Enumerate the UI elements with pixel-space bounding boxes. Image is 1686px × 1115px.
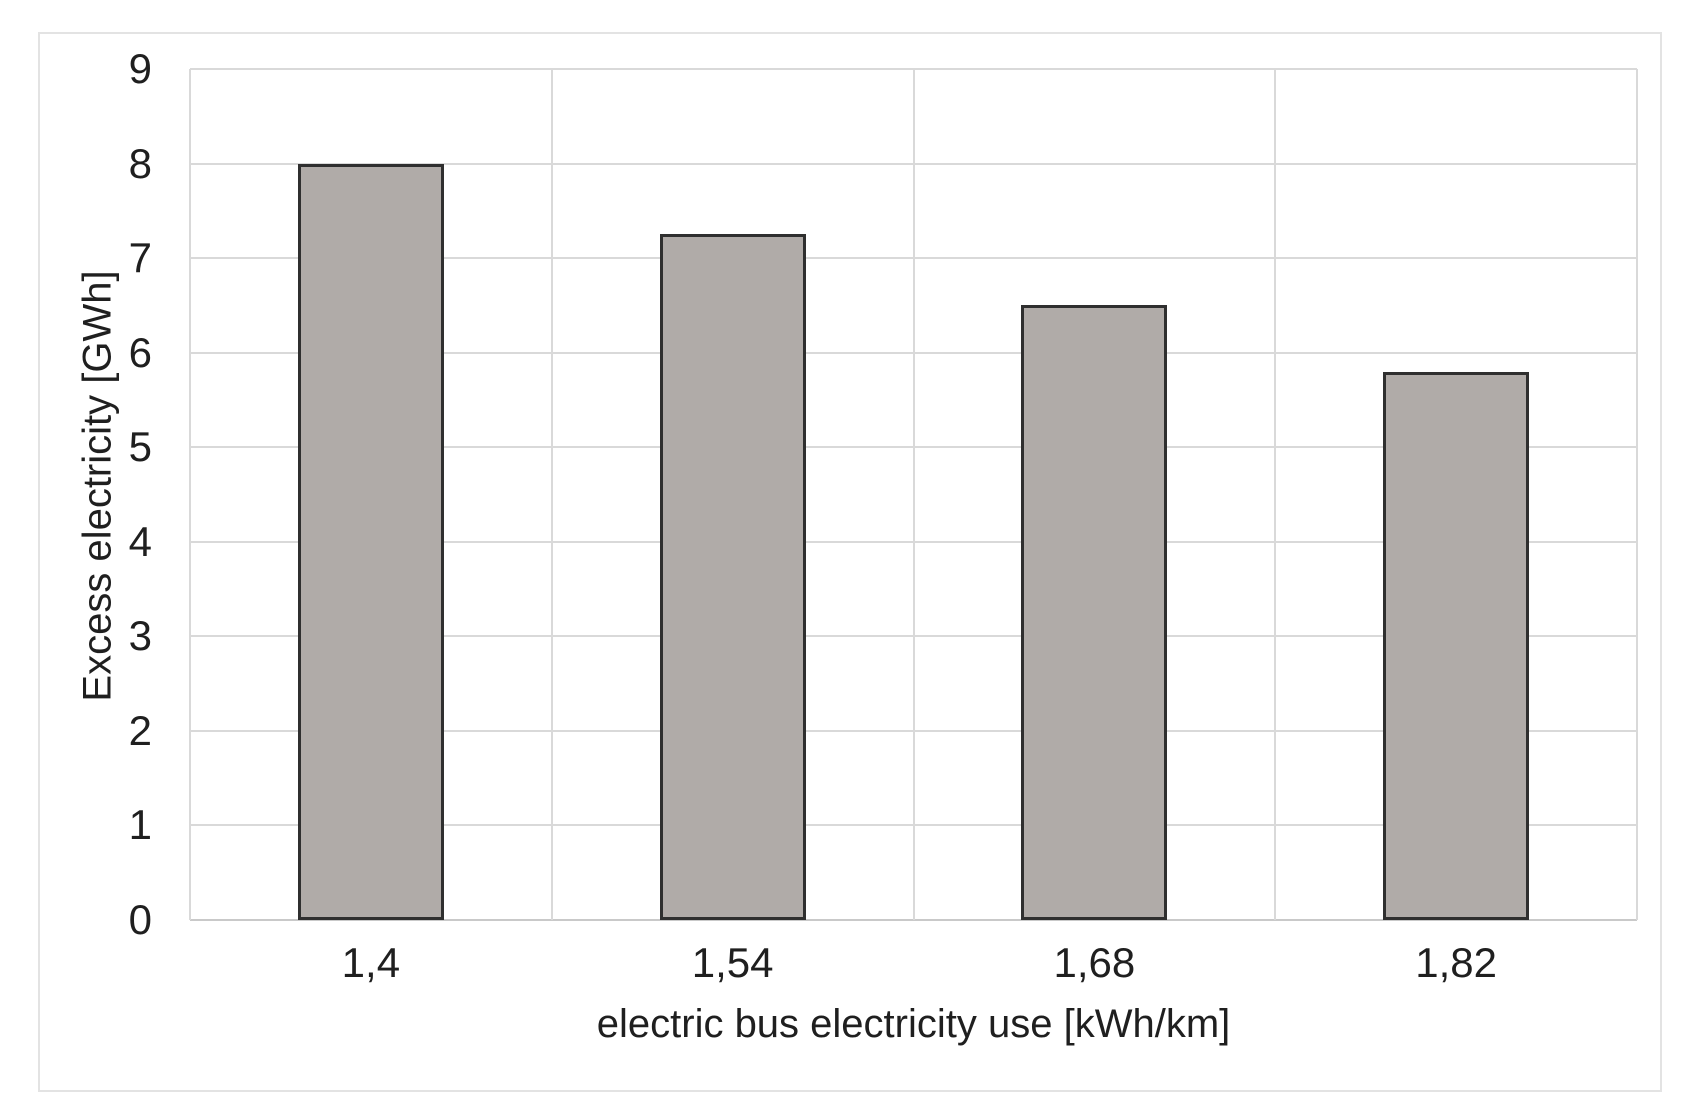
- bar-1,68: [1021, 305, 1168, 920]
- gridline-vertical: [550, 69, 553, 920]
- y-axis-title: Excess electricity [GWh]: [75, 270, 120, 702]
- y-tick-label: 6: [128, 328, 152, 376]
- x-axis-title: electric bus electricity use [kWh/km]: [596, 1002, 1231, 1046]
- plot-area: [189, 68, 1638, 921]
- y-tick-label: 2: [128, 706, 152, 754]
- y-axis-line: [189, 69, 191, 920]
- x-tick-label: 1,68: [1053, 939, 1136, 986]
- x-tick-label: 1,54: [691, 939, 774, 986]
- bar-1,82: [1383, 371, 1530, 920]
- y-tick-label: 5: [128, 423, 152, 471]
- x-tick-label: 1,4: [341, 939, 401, 986]
- gridline-vertical: [1274, 69, 1277, 920]
- y-tick-label: 4: [128, 517, 152, 565]
- y-tick-label: 8: [128, 139, 152, 187]
- y-tick-label: 3: [128, 612, 152, 660]
- x-axis-line: [190, 919, 1637, 921]
- y-tick-label: 1: [128, 801, 152, 849]
- bar-1,4: [297, 163, 444, 920]
- gridline-vertical: [912, 69, 915, 920]
- x-tick-label: 1,82: [1415, 939, 1497, 986]
- gridline-vertical: [1636, 69, 1638, 920]
- y-tick-label: 7: [128, 234, 152, 282]
- y-tick-label: 9: [128, 45, 152, 92]
- bar-1,54: [659, 234, 806, 920]
- y-tick-label: 0: [128, 896, 152, 943]
